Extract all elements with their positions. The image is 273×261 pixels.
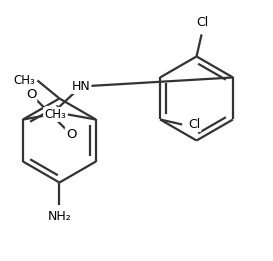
Text: Cl: Cl (188, 118, 200, 131)
Text: CH₃: CH₃ (14, 74, 35, 87)
Text: HN: HN (72, 80, 90, 93)
Text: S: S (46, 107, 56, 122)
Text: Cl: Cl (197, 16, 209, 29)
Text: O: O (66, 128, 76, 141)
Text: CH₃: CH₃ (44, 108, 66, 121)
Text: O: O (26, 88, 36, 101)
Text: NH₂: NH₂ (48, 210, 71, 223)
